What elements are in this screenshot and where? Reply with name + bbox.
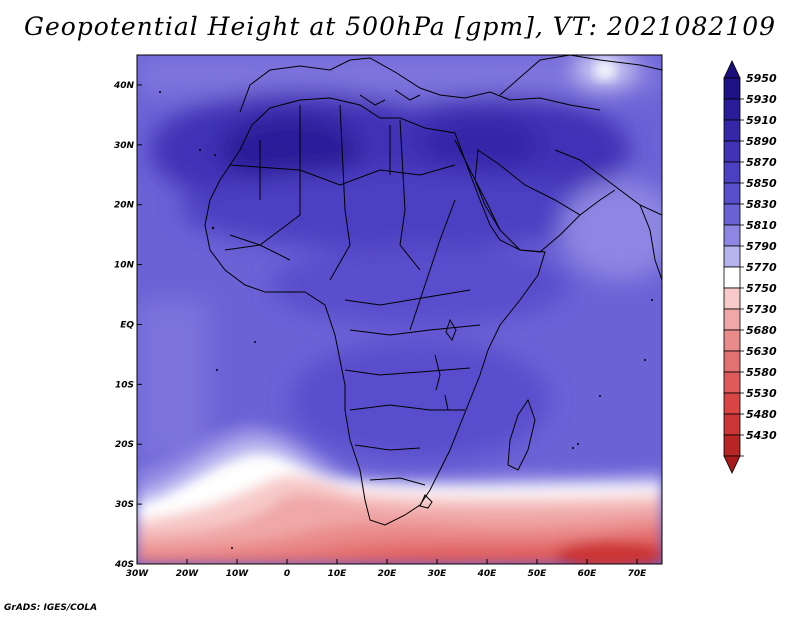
colorbar-swatch — [723, 371, 741, 394]
lon-tick-label: 70E — [628, 569, 648, 579]
colorbar-swatch — [723, 308, 741, 331]
colorbar-label: 5830 — [746, 198, 777, 211]
colorbar-swatch — [723, 203, 741, 226]
lon-tick-label: 10E — [328, 569, 348, 579]
colorbar-swatch — [723, 119, 741, 142]
colorbar-swatch — [723, 224, 741, 247]
lon-tick-label: 40E — [477, 569, 498, 579]
colorbar-label: 5810 — [746, 219, 777, 232]
colorbar-swatch — [723, 434, 741, 457]
lat-tick-label: 10N — [114, 261, 135, 271]
colorbar-label: 5430 — [746, 429, 777, 442]
lon-tick-label: 60E — [578, 569, 598, 579]
colorbar-label: 5910 — [746, 114, 777, 127]
map-title: Geopotential Height at 500hPa [gpm], VT:… — [23, 12, 777, 41]
colorbar-swatch — [723, 392, 741, 415]
colorbar-label: 5790 — [746, 240, 777, 253]
lat-tick-label: EQ — [120, 320, 134, 330]
lat-tick-label: 30S — [115, 500, 134, 510]
colorbar-bottom-arrow — [723, 455, 741, 474]
lat-tick-label: 40N — [113, 81, 135, 91]
lon-tick-label: 30E — [428, 569, 448, 579]
colorbar-swatch — [723, 245, 741, 268]
colorbar-label: 5630 — [746, 345, 777, 358]
lon-axis: 30W 20W 10W 0 10E 20E 30E 40E 50E 60E 70E — [126, 559, 647, 579]
lat-tick-label: 40S — [114, 560, 134, 570]
lon-tick-label: 10W — [226, 569, 250, 579]
islands — [159, 91, 653, 549]
height-field — [137, 55, 662, 564]
colorbar-swatch — [723, 266, 741, 289]
colorbar-label: 5930 — [746, 93, 777, 106]
colorbar-swatch — [723, 161, 741, 184]
colorbar-swatch — [723, 77, 741, 100]
plot-frame — [136, 54, 663, 565]
colorbar-swatch — [723, 98, 741, 121]
colorbar-label: 5850 — [746, 177, 777, 190]
lon-tick-label: 20W — [176, 569, 200, 579]
lat-tick-label: 20S — [115, 440, 134, 450]
colorbar-swatch — [723, 350, 741, 373]
colorbar-label: 5730 — [746, 303, 777, 316]
colorbar-label: 5680 — [746, 324, 777, 337]
colorbar-label: 5890 — [746, 135, 777, 148]
colorbar-label: 5950 — [746, 72, 777, 85]
lon-tick-label: 30W — [126, 569, 150, 579]
lon-tick-label: 0 — [284, 569, 290, 579]
lat-tick-label: 30N — [114, 141, 135, 151]
colorbar-swatch — [723, 287, 741, 310]
colorbar-label: 5770 — [746, 261, 777, 274]
colorbar-swatch — [723, 182, 741, 205]
colorbar-label: 5750 — [746, 282, 777, 295]
colorbar-top-arrow — [723, 60, 741, 79]
colorbar-swatch — [723, 329, 741, 352]
coastlines — [204, 55, 662, 526]
colorbar-label: 5480 — [746, 408, 777, 421]
lat-tick-label: 20N — [114, 201, 135, 211]
lon-tick-label: 50E — [528, 569, 548, 579]
colorbar-swatch — [723, 413, 741, 436]
lat-tick-label: 10S — [115, 380, 134, 390]
colorbar-swatch — [723, 140, 741, 163]
credit-text: GrADS: IGES/COLA — [4, 603, 98, 613]
lat-axis: 40N 30N 20N 10N EQ 10S 20S 30S 40S — [113, 81, 142, 570]
colorbar-label: 5530 — [746, 387, 777, 400]
colorbar: 5950 5930 5910 5890 5870 5850 5830 5810 5790 5770… — [723, 60, 777, 474]
colorbar-label: 5870 — [746, 156, 777, 169]
lon-tick-label: 20E — [378, 569, 398, 579]
colorbar-label: 5580 — [746, 366, 777, 379]
